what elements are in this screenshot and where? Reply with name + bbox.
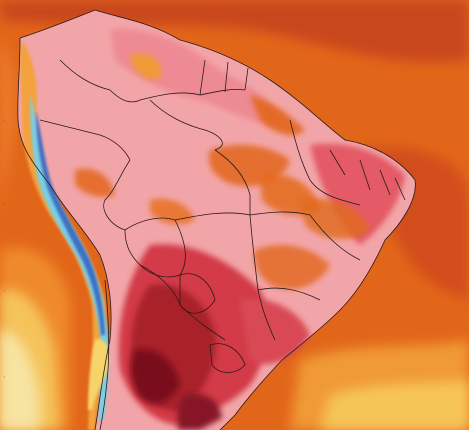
border-guianas (199, 59, 249, 96)
continent-base (17, 10, 416, 430)
border-uruguay (209, 343, 246, 373)
andes-cyan (30, 95, 109, 420)
red-zone-southeast (240, 299, 310, 364)
pink-zone-north (110, 29, 290, 126)
coastline (19, 9, 416, 430)
border-brazil-interior-4 (289, 119, 361, 206)
maroon-zone (130, 349, 180, 404)
borders-layer (17, 9, 416, 430)
lat-tick-1: · (1, 119, 9, 122)
border-venezuela-colombia (59, 59, 141, 103)
border-argentina-chile (99, 279, 110, 430)
pink-zone-east (310, 143, 405, 245)
lat-tick-4: · (1, 375, 9, 378)
andes-yellow-pocket (88, 339, 110, 410)
ocean-paleyellow-sw (0, 330, 40, 430)
border-brazil-interior-6 (309, 214, 361, 261)
border-argentina-north (139, 264, 226, 341)
border-brazil-interior-7 (257, 287, 321, 301)
lat-tick-2: · (1, 202, 9, 205)
maroon-zone-2 (177, 393, 222, 430)
ocean-hot-band-north (0, 0, 469, 63)
west-coastline (17, 37, 112, 430)
border-brazil-peru (103, 159, 131, 231)
orange-patch-west (75, 168, 115, 197)
orange-patch-brazil-se (300, 198, 370, 240)
border-brazil-interior-5 (329, 149, 406, 201)
orange-patch-south-east (254, 245, 330, 289)
border-brazil-interior-8 (149, 99, 223, 151)
ocean-yellow-se (320, 380, 469, 430)
orange-patch-guiana (130, 53, 161, 79)
land-layer (17, 10, 416, 430)
ocean-warm-west (0, 40, 16, 220)
border-brazil-interior-3 (214, 149, 251, 215)
lat-tick-3: · (1, 289, 9, 292)
border-colombia-peru (39, 119, 131, 161)
